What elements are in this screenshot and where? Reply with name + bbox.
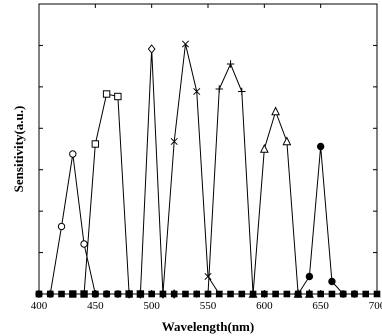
- x-tick-label: 700: [369, 300, 382, 312]
- data-point-filled-square: [58, 290, 65, 298]
- series-line: [129, 48, 175, 295]
- data-point-filled-square: [227, 290, 234, 298]
- data-point-square: [102, 90, 111, 98]
- series-line: [162, 43, 220, 295]
- data-point-filled-square: [80, 290, 88, 298]
- data-point-triangle: [259, 143, 269, 153]
- data-point-filled-square: [193, 290, 201, 298]
- series-triangle-open: [248, 106, 314, 298]
- data-point-filled-circle: [328, 277, 336, 286]
- data-point-filled-square: [328, 290, 336, 298]
- series-line: [252, 109, 310, 295]
- x-tick-label: 400: [31, 300, 48, 312]
- series-line: [39, 153, 118, 295]
- data-point-triangle: [282, 136, 292, 146]
- series-diamond-open: [125, 44, 179, 299]
- data-point-filled-square: [306, 290, 313, 298]
- series-line: [72, 93, 141, 295]
- data-point-filled-square: [125, 290, 133, 298]
- data-point-filled-square: [238, 290, 246, 298]
- data-point-x: [204, 272, 212, 281]
- y-axis-title: Sensitivity(a.u.): [11, 106, 26, 193]
- series-square-filled: [35, 290, 381, 298]
- data-point-filled-square: [294, 290, 302, 298]
- data-point-x: [181, 40, 190, 48]
- data-point-filled-square: [283, 290, 291, 298]
- data-point-plus: [215, 85, 223, 93]
- data-point-filled-square: [35, 290, 43, 298]
- data-point-filled-circle: [305, 272, 314, 281]
- data-point-square: [91, 140, 100, 148]
- data-point-filled-square: [69, 290, 77, 298]
- data-point-circle: [80, 240, 88, 248]
- data-point-plus: [226, 60, 235, 68]
- data-point-filled-square: [249, 290, 257, 298]
- data-point-filled-square: [261, 290, 268, 298]
- data-point-filled-square: [339, 290, 347, 298]
- data-point-filled-circle: [316, 142, 325, 151]
- plot-frame: [38, 3, 378, 295]
- x-tick-label: 450: [87, 300, 104, 312]
- x-tick-label: 550: [200, 300, 217, 312]
- data-point-diamond: [147, 44, 156, 54]
- data-point-filled-square: [114, 290, 122, 298]
- series-square-open: [69, 90, 145, 298]
- data-point-filled-square: [159, 290, 167, 298]
- data-point-filled-square: [92, 290, 99, 298]
- series-x: [159, 40, 223, 298]
- x-axis-title: Wavelength(nm): [162, 319, 254, 334]
- x-tick-label: 600: [256, 300, 273, 312]
- data-point-filled-square: [204, 290, 212, 298]
- data-point-filled-square: [272, 290, 279, 298]
- data-point-filled-square: [215, 290, 223, 298]
- series-line: [297, 146, 355, 295]
- series-group: [35, 40, 381, 299]
- data-point-x: [170, 137, 178, 146]
- axis-ticks: 400 450 500 550 600 650 700: [31, 4, 382, 312]
- x-tick-label: 650: [312, 300, 329, 312]
- data-point-plus: [238, 87, 246, 96]
- series-circle-filled: [294, 142, 359, 298]
- data-point-filled-square: [373, 290, 381, 298]
- data-point-filled-square: [103, 290, 110, 298]
- data-point-circle: [57, 222, 66, 231]
- data-point-filled-square: [170, 290, 178, 298]
- data-point-triangle: [271, 106, 281, 116]
- series-circle-open: [35, 150, 122, 298]
- data-point-filled-square: [317, 290, 324, 298]
- series-plus: [193, 60, 269, 298]
- data-point-filled-square: [148, 290, 155, 298]
- data-point-filled-square: [137, 290, 144, 298]
- data-point-filled-square: [46, 290, 54, 298]
- data-point-filled-square: [362, 290, 370, 298]
- data-point-square: [114, 92, 122, 101]
- data-point-circle: [69, 150, 77, 158]
- data-point-x: [193, 87, 201, 96]
- x-tick-label: 500: [143, 300, 160, 312]
- data-point-filled-square: [182, 290, 189, 298]
- data-point-filled-square: [351, 290, 358, 298]
